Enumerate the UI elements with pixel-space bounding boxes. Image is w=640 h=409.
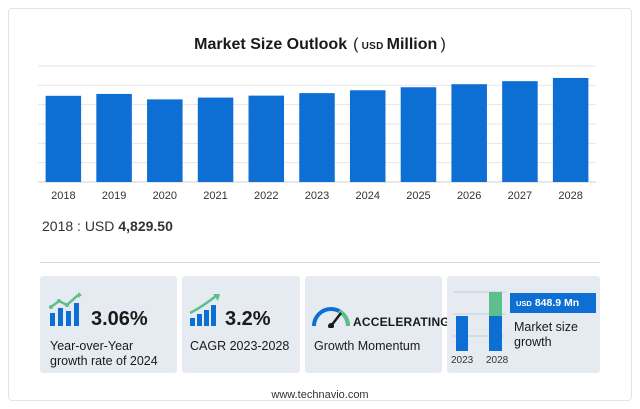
mini-bar-start (456, 316, 468, 351)
x-tick-label-2024: 2024 (355, 190, 379, 202)
growth-badge-unit: USD (516, 299, 532, 308)
mini-growth-chart (453, 291, 505, 351)
mini-bar-end (489, 316, 502, 351)
growth-label-line2: growth (514, 335, 552, 349)
yoy-value: 3.06% (91, 308, 148, 330)
x-tick-label-2028: 2028 (558, 190, 582, 202)
speedometer-icon (312, 307, 350, 328)
mini-year-end: 2028 (486, 355, 509, 366)
title-unit-suffix: Million (386, 36, 438, 53)
momentum-value: ACCELERATING (353, 315, 450, 329)
yoy-label-line2: growth rate of 2024 (50, 354, 158, 368)
bar-2022 (248, 95, 285, 182)
bar-growth-icon (49, 292, 82, 326)
yoy-label-line1: Year-over-Year (50, 339, 134, 353)
kpi-card-momentum (305, 276, 442, 373)
x-tick-label-2021: 2021 (203, 190, 227, 202)
bar-2025 (400, 87, 437, 182)
x-tick-label-2018: 2018 (51, 190, 75, 202)
footer-url[interactable]: www.technavio.com (271, 389, 369, 401)
bar-2018 (45, 95, 82, 182)
x-tick-label-2025: 2025 (406, 190, 430, 202)
rising-bars-icon (189, 294, 220, 326)
divider (40, 262, 600, 263)
bar-2028 (552, 77, 589, 182)
x-tick-label-2026: 2026 (457, 190, 481, 202)
cagr-label: CAGR 2023-2028 (190, 339, 290, 353)
cagr-value: 3.2% (225, 308, 271, 330)
x-tick-label-2023: 2023 (305, 190, 329, 202)
bar-2021 (197, 97, 234, 182)
momentum-label: Growth Momentum (314, 339, 421, 353)
growth-badge: USD 848.9 Mn (510, 293, 596, 313)
base-label: 2018 : USD (42, 218, 115, 234)
bar-2019 (96, 93, 132, 182)
base-value: 4,829.50 (118, 218, 173, 234)
mini-bar-end-growth (489, 292, 502, 316)
bar-2020 (147, 99, 183, 182)
x-tick-label-2020: 2020 (153, 190, 177, 202)
base-year-value: 2018 : USD 4,829.50 (42, 218, 173, 234)
bar-2024 (349, 90, 386, 182)
bar-2026 (451, 84, 487, 182)
bar-2027 (502, 81, 538, 182)
chart-title: Market Size Outlook( USD Million ) (194, 36, 446, 53)
growth-badge-value: 848.9 Mn (534, 297, 580, 309)
x-tick-label-2027: 2027 (508, 190, 532, 202)
growth-label-line1: Market size (514, 320, 578, 334)
title-unit-prefix: USD (361, 41, 384, 52)
x-tick-label-2022: 2022 (254, 190, 278, 202)
x-tick-label-2019: 2019 (102, 190, 126, 202)
mini-year-start: 2023 (451, 355, 474, 366)
bar-2023 (299, 93, 335, 182)
